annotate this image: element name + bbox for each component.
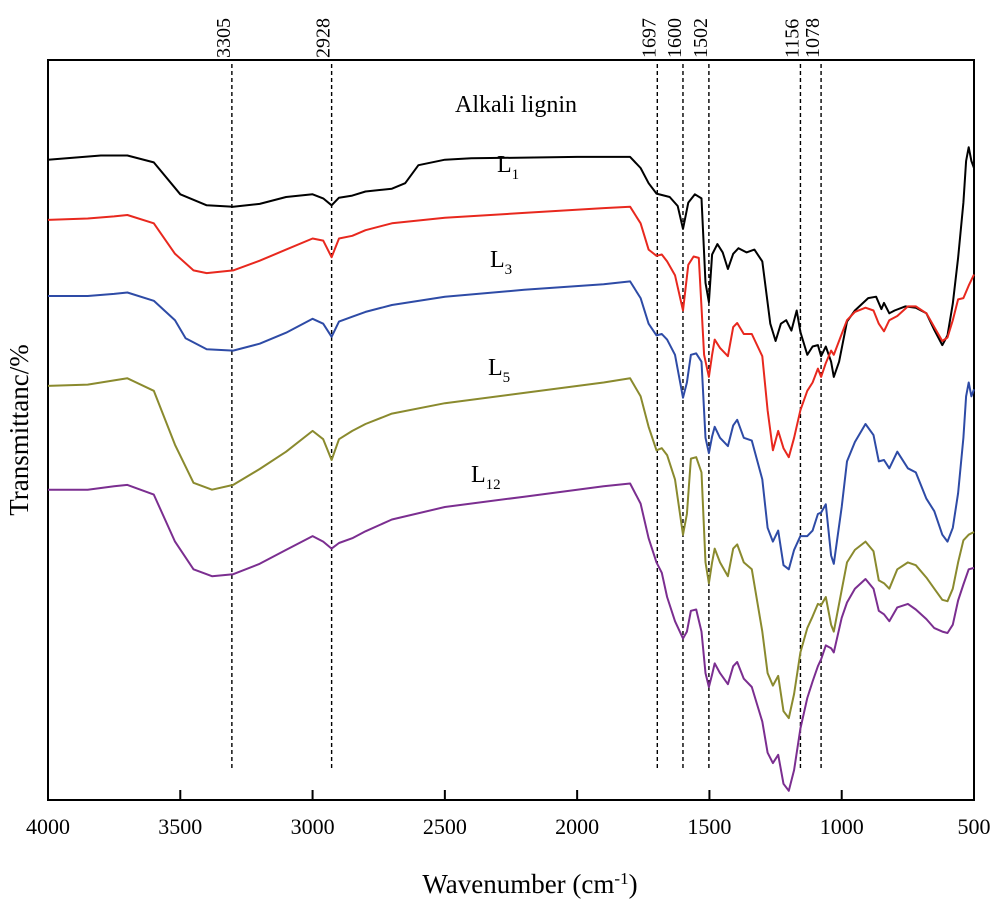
- series-lines: [47, 146, 975, 792]
- series-line: [47, 377, 975, 720]
- x-tick-label: 1000: [820, 814, 864, 839]
- plot-area: [47, 59, 975, 801]
- peak-label: 1600: [664, 18, 686, 58]
- x-tick-label: 3000: [291, 814, 335, 839]
- series-line: [47, 205, 975, 459]
- peak-label: 1697: [638, 18, 660, 58]
- x-tick-label: 4000: [26, 814, 70, 839]
- x-tick-label: 2000: [555, 814, 599, 839]
- series-line: [48, 482, 975, 792]
- series-label: L1: [497, 152, 519, 183]
- peak-label: 2928: [313, 18, 335, 58]
- x-axis-ticks: 4000 3500 3000 2500 2000 1500 1000 500: [26, 790, 991, 839]
- series-line: [48, 280, 975, 571]
- peak-label: 1078: [802, 18, 824, 58]
- series-label: L3: [490, 247, 512, 278]
- y-axis-title: Transmittanc/%: [4, 344, 34, 516]
- peak-label: 3305: [213, 18, 235, 58]
- x-tick-label: 2500: [423, 814, 467, 839]
- x-axis-title: Wavenumber (cm-1): [422, 869, 637, 900]
- series-label: L5: [488, 355, 510, 386]
- series-labels: Alkali lignin L1 L3 L5 L12: [455, 92, 577, 493]
- series-label: Alkali lignin: [455, 92, 577, 118]
- peak-label: 1156: [781, 19, 803, 58]
- x-tick-label: 1500: [687, 814, 731, 839]
- x-tick-label: 3500: [158, 814, 202, 839]
- peak-label: 1502: [690, 18, 712, 58]
- series-label: L12: [471, 462, 501, 493]
- plot-frame: [47, 59, 975, 801]
- series-line: [47, 146, 975, 378]
- x-tick-label: 500: [958, 814, 991, 839]
